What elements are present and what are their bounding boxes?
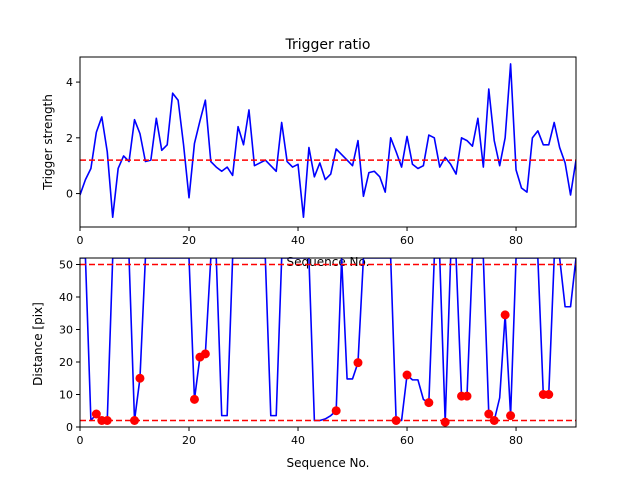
data-marker — [391, 416, 401, 425]
y-tick-label: 0 — [66, 188, 73, 201]
x-tick-label: 40 — [291, 234, 305, 247]
data-marker — [440, 417, 450, 427]
data-marker — [102, 416, 112, 425]
data-marker — [506, 411, 516, 421]
data-marker — [353, 358, 363, 368]
data-marker — [200, 349, 210, 359]
y-tick-label: 0 — [66, 421, 73, 434]
data-marker — [484, 409, 494, 419]
data-marker — [135, 373, 145, 383]
x-tick-label: 80 — [509, 434, 523, 447]
data-marker — [402, 370, 412, 380]
y-tick-label: 20 — [59, 356, 73, 369]
data-marker — [130, 416, 140, 425]
chart-title: Trigger ratio — [284, 37, 370, 53]
x-tick-label: 0 — [77, 234, 84, 247]
data-marker — [462, 391, 472, 401]
x-tick-label: 0 — [77, 434, 84, 447]
x-tick-label: 80 — [509, 234, 523, 247]
y-axis-label: Trigger strength — [41, 94, 55, 191]
plot-area — [80, 258, 576, 427]
data-marker — [189, 394, 199, 404]
data-marker — [331, 406, 341, 416]
x-tick-label: 40 — [291, 434, 305, 447]
data-marker — [424, 398, 434, 408]
data-marker — [500, 310, 510, 320]
x-axis-label: Sequence No. — [287, 456, 370, 470]
x-tick-label: 60 — [400, 434, 414, 447]
y-tick-label: 4 — [66, 76, 73, 89]
distance-chart: Sequence No. Distance [pix] 0 20 40 60 80 0 10… — [31, 257, 577, 470]
plot-area — [80, 63, 576, 219]
x-tick-label: 20 — [182, 434, 196, 447]
x-axis-label: Sequence No. — [287, 255, 370, 269]
data-marker — [91, 409, 101, 419]
x-tick-label: 60 — [400, 234, 414, 247]
y-tick-label: 30 — [59, 324, 73, 337]
data-marker — [489, 416, 499, 425]
plot-frame — [79, 257, 577, 428]
y-tick-label: 40 — [59, 291, 73, 304]
y-tick-label: 50 — [59, 259, 73, 272]
x-tick-label: 20 — [182, 234, 196, 247]
series-line-0 — [80, 63, 576, 219]
plot-frame — [79, 56, 577, 228]
y-tick-label: 2 — [66, 132, 73, 145]
y-tick-label: 10 — [59, 389, 73, 402]
data-marker — [544, 390, 554, 399]
y-axis-label: Distance [pix] — [31, 302, 45, 386]
